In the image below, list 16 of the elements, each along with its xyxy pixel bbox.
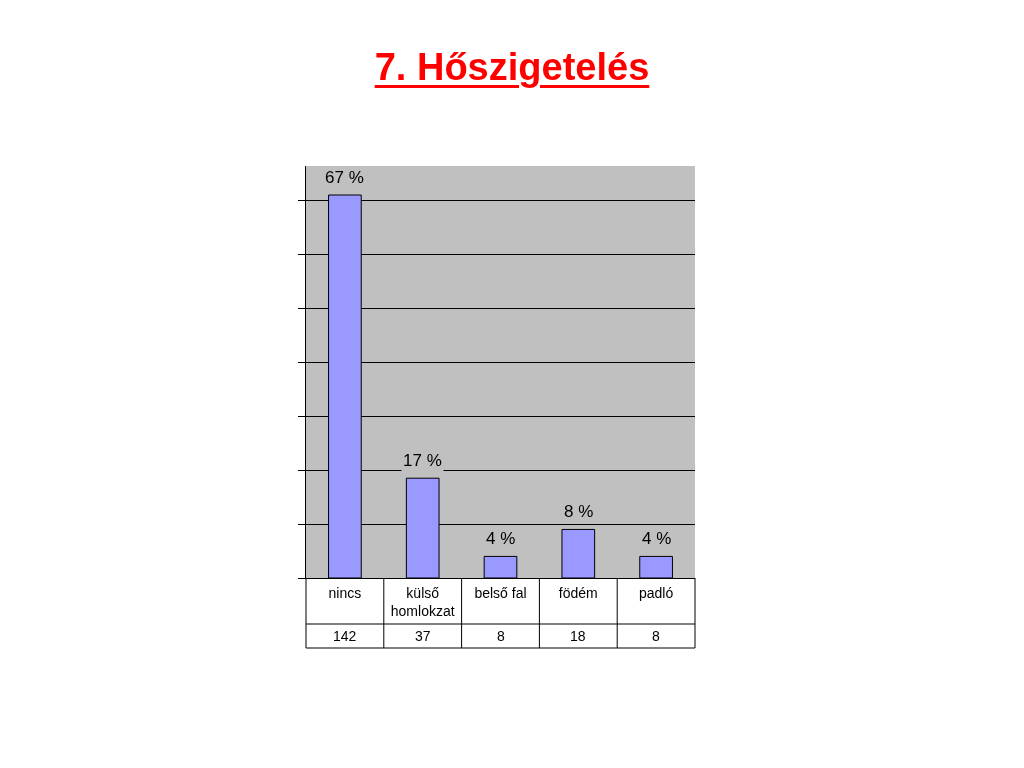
- data-label: 142: [333, 628, 357, 644]
- data-label: 37: [415, 628, 431, 644]
- annotation: 17 %: [403, 451, 442, 470]
- x-tick-label: belső fal: [474, 584, 527, 601]
- chart-title: 7. Hőszigetelés: [373, 46, 651, 89]
- annotation: 8 %: [564, 502, 594, 521]
- x-tick-label: nincs: [328, 584, 362, 601]
- annotation: 4 %: [642, 529, 672, 548]
- data-label: 8: [497, 628, 505, 644]
- x-tick-label: padló: [638, 584, 674, 601]
- data-label: 8: [652, 628, 660, 644]
- annotation: 67 %: [325, 168, 364, 187]
- data-label: 18: [570, 628, 586, 644]
- annotation: 4 %: [486, 529, 516, 548]
- x-tick-label: külső homlokzat: [390, 584, 455, 619]
- x-tick-label: födém: [558, 584, 598, 601]
